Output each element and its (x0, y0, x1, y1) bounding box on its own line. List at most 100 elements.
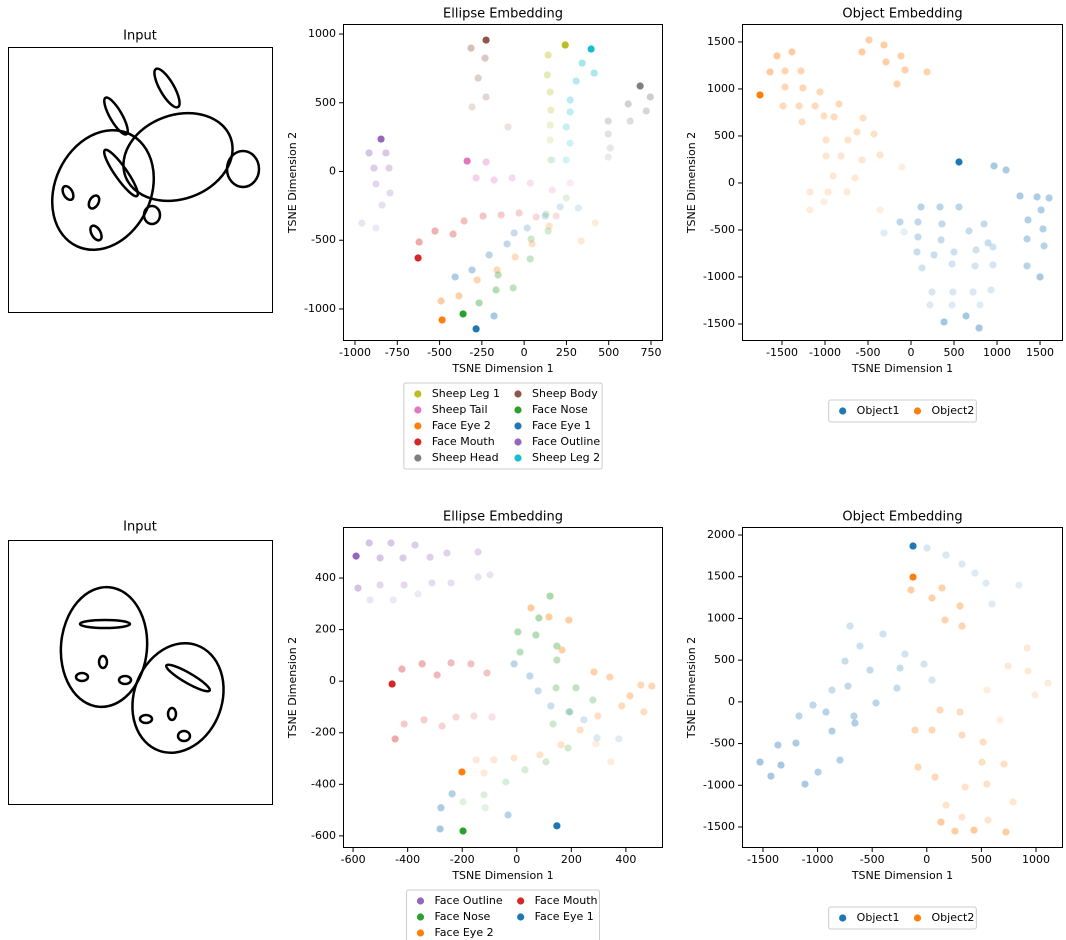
point (625, 100, 632, 107)
legend-marker (517, 913, 524, 920)
y-tick-label: 1000 (707, 611, 735, 624)
point (983, 781, 990, 788)
point (542, 212, 549, 219)
point (858, 156, 865, 163)
legend-label: Face Eye 2 (432, 419, 491, 432)
y-tick-label: 1500 (707, 570, 735, 583)
point (1002, 828, 1009, 835)
point (504, 811, 511, 818)
point (773, 52, 780, 59)
point (416, 238, 423, 245)
point (401, 720, 408, 727)
point (452, 713, 459, 720)
point (792, 739, 799, 746)
point (545, 227, 552, 234)
point (989, 261, 996, 268)
point (552, 684, 559, 691)
point (476, 299, 483, 306)
point (901, 66, 908, 73)
point (951, 827, 958, 834)
x-tick-label: 0 (521, 346, 528, 359)
point (870, 130, 877, 137)
point (865, 36, 872, 43)
point (982, 579, 989, 586)
point (928, 288, 935, 295)
point (756, 91, 763, 98)
point (955, 203, 962, 210)
point (467, 44, 474, 51)
point (979, 738, 986, 745)
point (535, 614, 542, 621)
x-tick-label: -250 (469, 346, 494, 359)
legend-label: Object1 (857, 404, 900, 417)
point (387, 539, 394, 546)
legend-marker (414, 422, 421, 429)
legend-label: Face Eye 1 (532, 419, 591, 432)
point (565, 708, 572, 715)
point (460, 217, 467, 224)
point (901, 650, 908, 657)
point (809, 701, 816, 708)
point (563, 194, 570, 201)
point (494, 271, 501, 278)
point (576, 726, 583, 733)
legend-marker (417, 913, 424, 920)
chart-title: Ellipse Embedding (443, 7, 563, 22)
y-tick-label: 200 (315, 623, 336, 636)
point (911, 726, 918, 733)
x-tick-label: -750 (385, 346, 410, 359)
point (486, 571, 493, 578)
point (606, 673, 613, 680)
point (502, 778, 509, 785)
legend-label: Sheep Leg 2 (532, 451, 600, 464)
y-tick-label: -1500 (703, 820, 735, 833)
point (975, 324, 982, 331)
point (378, 201, 385, 208)
point (956, 708, 963, 715)
point (382, 149, 389, 156)
point (851, 174, 858, 181)
y-axis-label: TSNE Dimension 2 (685, 637, 698, 739)
point (615, 735, 622, 742)
legend-marker (414, 454, 421, 461)
point (459, 827, 466, 834)
x-axis-label: TSNE Dimension 1 (851, 869, 953, 882)
point (828, 686, 835, 693)
point (1000, 760, 1007, 767)
point (515, 209, 522, 216)
input-title: Input (123, 520, 157, 535)
point (1002, 166, 1009, 173)
point (389, 680, 396, 687)
point (920, 660, 927, 667)
point (438, 722, 445, 729)
point (866, 666, 873, 673)
point (504, 123, 511, 130)
point (558, 646, 565, 653)
legend-label: Face Outline (434, 894, 502, 907)
point (592, 219, 599, 226)
y-tick-label: -500 (710, 737, 735, 750)
point (1024, 216, 1031, 223)
point (521, 766, 528, 773)
point (474, 573, 481, 580)
point (549, 720, 556, 727)
point (467, 660, 474, 667)
point (841, 657, 848, 664)
point (414, 254, 421, 261)
point (372, 180, 379, 187)
y-tick-label: 500 (315, 96, 336, 109)
point (594, 712, 601, 719)
point (420, 716, 427, 723)
legend-marker (514, 390, 521, 397)
x-tick-label: 500 (944, 346, 965, 359)
point (851, 719, 858, 726)
point (844, 136, 851, 143)
point (399, 554, 406, 561)
point (481, 54, 488, 61)
x-tick-label: -1000 (339, 346, 371, 359)
point (547, 702, 554, 709)
point (1044, 679, 1051, 686)
point (909, 573, 916, 580)
x-axis-label: TSNE Dimension 1 (451, 869, 553, 882)
point (414, 590, 421, 597)
